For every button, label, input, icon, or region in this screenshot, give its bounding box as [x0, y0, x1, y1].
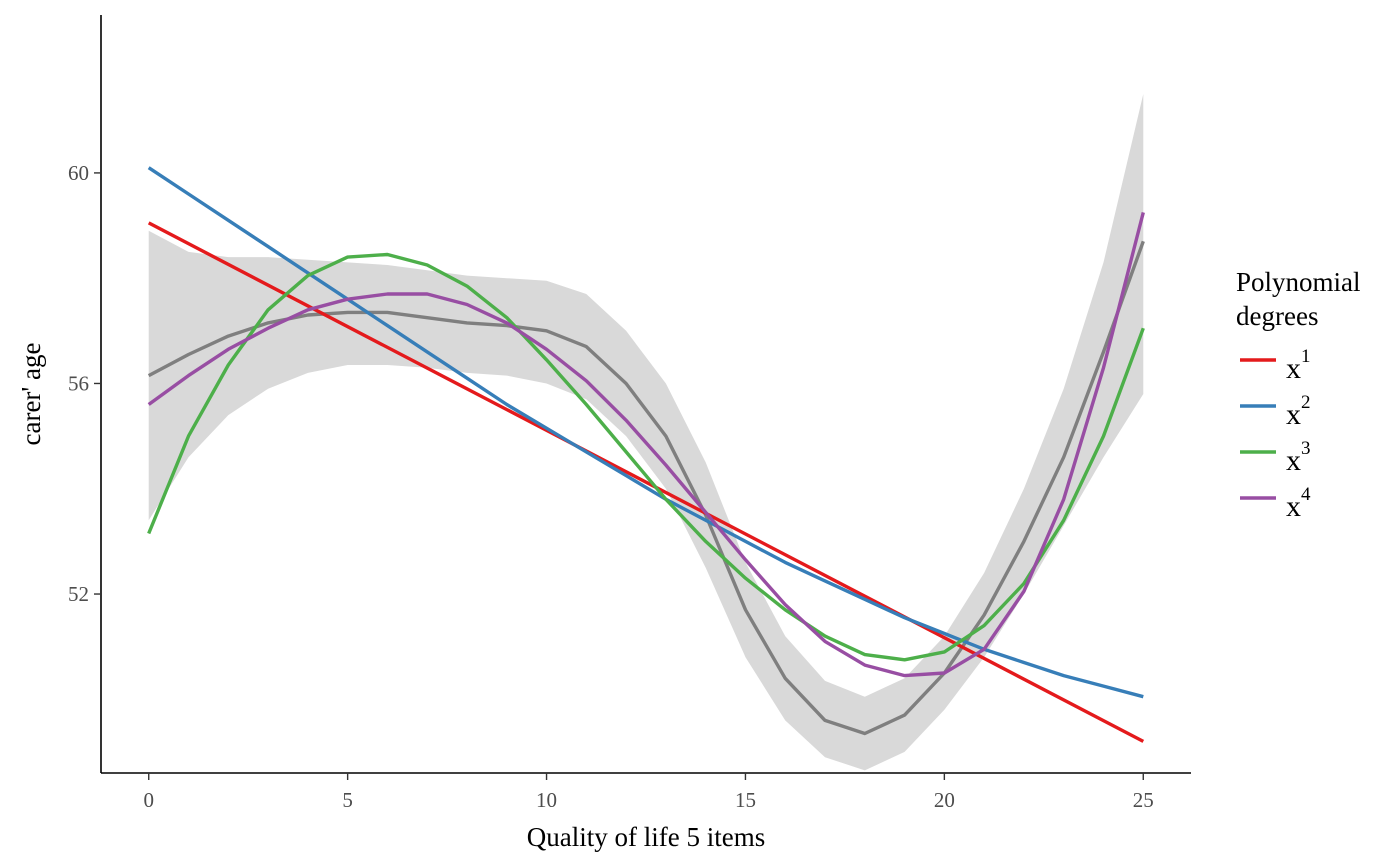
y-tick-label: 60 [68, 161, 89, 185]
confidence-band-layer [148, 94, 1144, 771]
x-tick-label: 20 [934, 788, 955, 812]
x-tick-label: 10 [536, 788, 557, 812]
x-tick-label: 0 [143, 788, 154, 812]
series-line-x4 [147, 211, 1145, 678]
x-axis-title: Quality of life 5 items [527, 822, 765, 852]
series-line-x3 [147, 252, 1145, 662]
x-tick-label: 5 [342, 788, 353, 812]
y-tick-label: 52 [68, 582, 89, 606]
y-axis-title: carer' age [16, 342, 46, 445]
legend-label-x1: x1 [1286, 346, 1311, 385]
legend-label-x4: x4 [1286, 484, 1311, 523]
confidence-band [148, 94, 1144, 771]
y-tick-label: 56 [68, 371, 89, 395]
legend-title-line-1: Polynomial [1236, 267, 1361, 297]
legend-label-x3: x3 [1286, 438, 1311, 477]
legend-entries: x1 x2 x3 x4 [1240, 346, 1311, 523]
y-ticks: 52 56 60 [68, 161, 101, 606]
legend: Polynomial degrees x1 x2 x3 x4 [1236, 267, 1361, 523]
series-layer [147, 166, 1145, 743]
x-tick-label: 15 [735, 788, 756, 812]
series-line-x2 [147, 166, 1144, 699]
x-ticks: 0 5 10 15 20 25 [143, 773, 1154, 812]
smooth-line [147, 240, 1145, 736]
x-tick-label: 25 [1133, 788, 1154, 812]
legend-title-line-2: degrees [1236, 301, 1318, 331]
legend-label-x2: x2 [1286, 392, 1311, 431]
